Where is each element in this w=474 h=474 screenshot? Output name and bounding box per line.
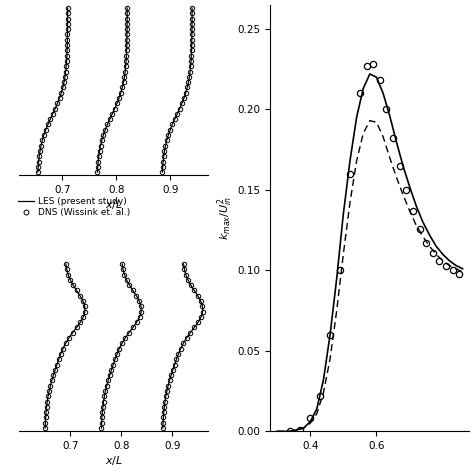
Y-axis label: $k_{max}/U_{in}^{2}$: $k_{max}/U_{in}^{2}$ [215,196,235,240]
X-axis label: $x/L$: $x/L$ [105,198,123,211]
X-axis label: $x/L$: $x/L$ [105,454,123,467]
Legend: LES (present study), DNS (Wissink et. al.): LES (present study), DNS (Wissink et. al… [14,193,134,221]
